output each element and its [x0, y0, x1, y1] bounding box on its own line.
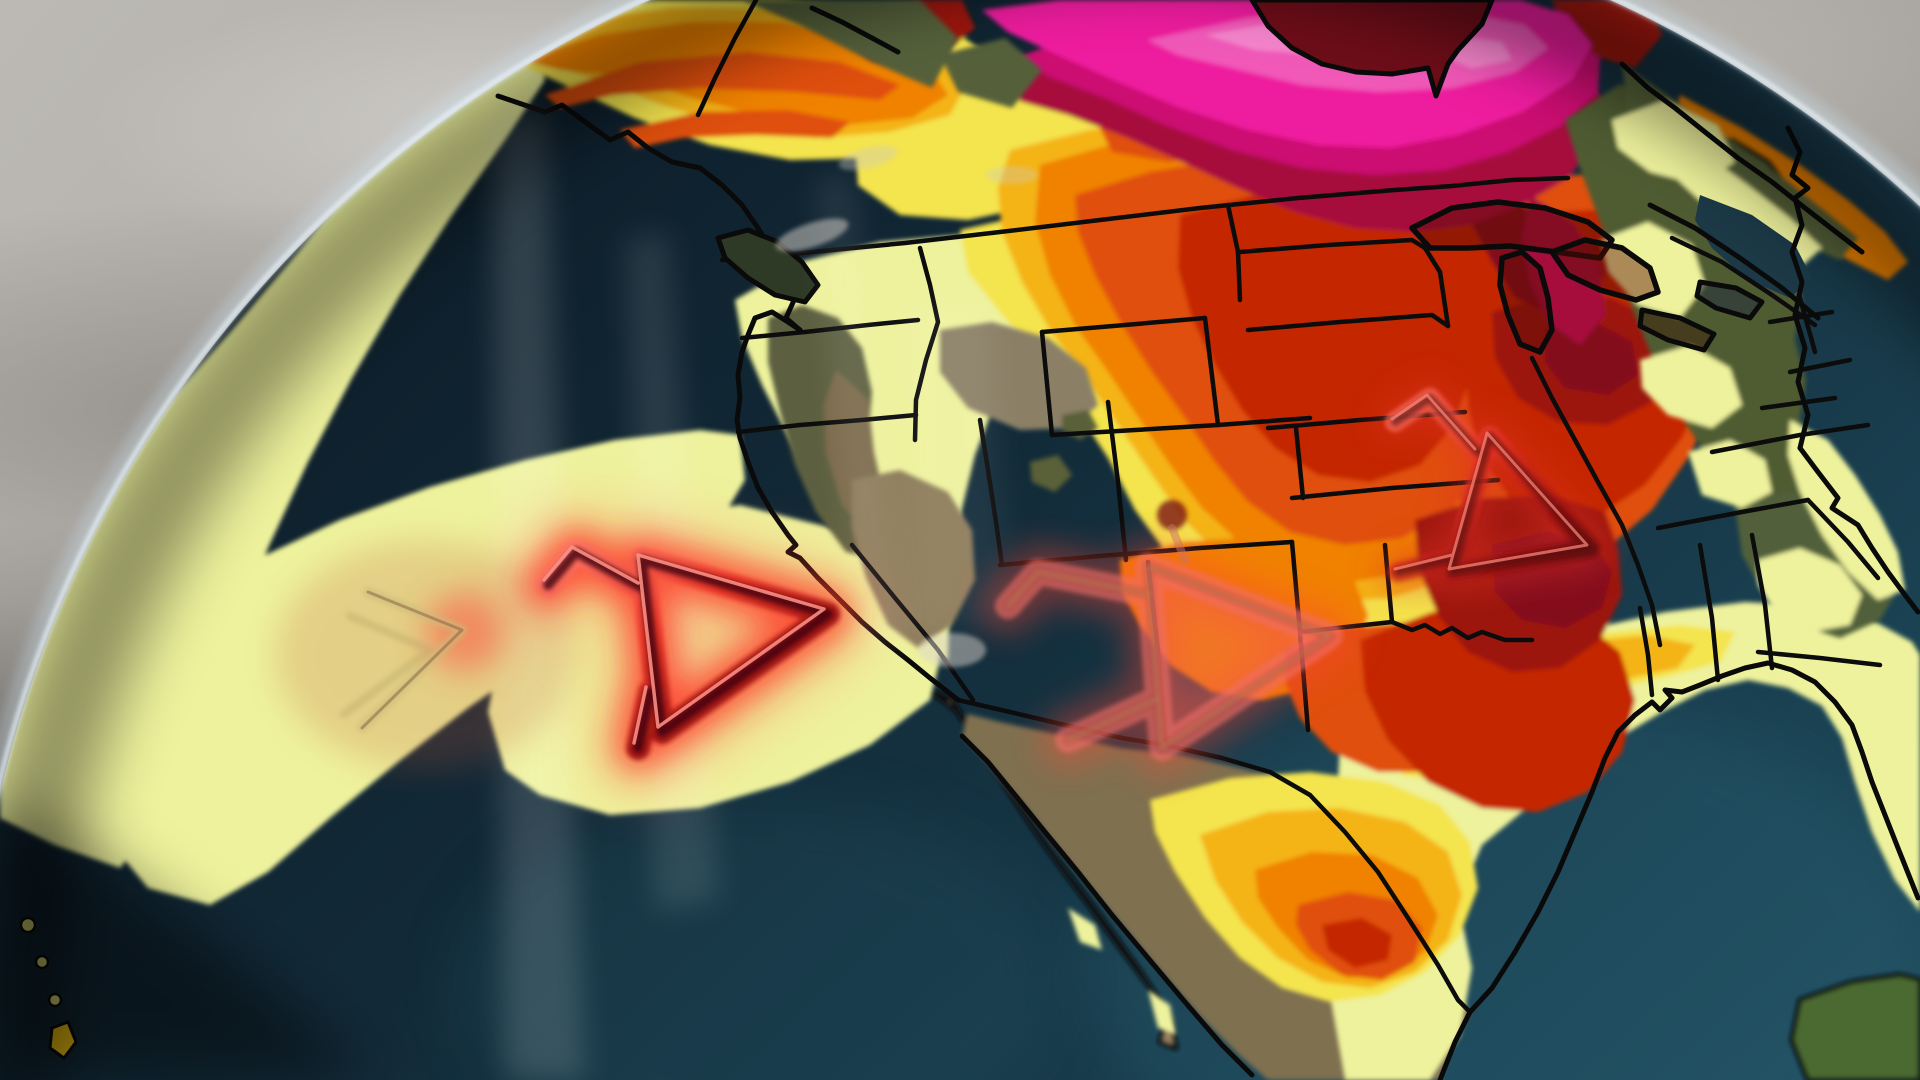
border-mississippi	[1529, 355, 1663, 648]
ocean-highlight-2	[460, 800, 1060, 1080]
cloud-wisp-2	[838, 145, 898, 171]
border-ut-co	[1105, 399, 1129, 563]
border-rio-grande	[1267, 769, 1473, 1015]
border-us-canada	[719, 175, 1571, 263]
border-nc-va	[1709, 422, 1871, 455]
arrow-mw-sheen	[1390, 393, 1589, 571]
border-co-ks	[1293, 425, 1306, 501]
cloud-wisps	[775, 145, 1038, 667]
coast-se-atlantic	[1797, 445, 1920, 615]
arrow-sw-origin-dot	[1157, 500, 1187, 530]
border-ne-3	[1759, 395, 1838, 411]
cloud-wisp-3	[986, 166, 1038, 184]
lake-ontario	[1694, 279, 1765, 321]
land-yucatan	[1789, 972, 1920, 1080]
land-alaska-olive-2	[940, 38, 1042, 108]
arrow-far-pacific-chevron-inner	[340, 612, 434, 718]
border-wy-east	[1202, 315, 1221, 428]
lake-erie	[1637, 307, 1717, 353]
border-mt-wy	[1039, 315, 1208, 335]
border-ms-al	[1697, 542, 1721, 683]
ray-3	[815, 174, 905, 650]
heat-orangered-alaska-streak-2	[620, 110, 850, 148]
arrow-far-pacific	[275, 540, 575, 770]
arrow-ca-core	[543, 547, 833, 753]
coast-gulf	[1437, 660, 1920, 1080]
ray-4	[900, 290, 1010, 635]
border-mo-river	[1422, 245, 1451, 329]
lake-huron	[1549, 237, 1661, 303]
arrow-sw-origin-tail	[1168, 524, 1189, 564]
gulf-of-st-lawrence	[1695, 195, 1812, 298]
coast-st-lawrence-north	[1647, 202, 1821, 321]
pale-patch-labrador	[1642, 120, 1822, 268]
border-ga-sc	[1805, 497, 1881, 581]
lake-michigan	[1497, 249, 1555, 355]
cloud-wisp-1	[775, 218, 849, 252]
limb-dark-wedge	[0, 800, 380, 1080]
border-sd-ne	[1245, 312, 1451, 333]
arrow-pacific-california	[505, 509, 871, 791]
coast-mexico-west	[959, 733, 1255, 1078]
pale-patch-baja-tip	[1148, 990, 1176, 1035]
border-wy-co	[1049, 415, 1313, 438]
arrow-far-pacific-core	[360, 590, 464, 730]
arrow-midwest	[1375, 378, 1610, 592]
border-nd-sd	[1237, 237, 1428, 255]
pale-patch-baja-mid	[1068, 908, 1102, 950]
pale-patch-ne-3	[1640, 345, 1742, 428]
border-wy-west	[1039, 329, 1055, 438]
border-al-ga	[1749, 532, 1775, 671]
heat-maroon-missouri	[1545, 322, 1638, 395]
border-fl-north	[1755, 649, 1883, 668]
cloud-wisp-socal	[918, 633, 986, 667]
heat-red-mexico-spot	[1322, 918, 1392, 968]
border-red-river	[1389, 619, 1535, 643]
border-st-lawrence	[1669, 235, 1818, 328]
border-la-tx	[1637, 605, 1655, 698]
lake-superior	[1409, 199, 1615, 261]
arrow-ca-sheen	[542, 545, 826, 745]
border-tn	[1655, 497, 1811, 531]
pale-patch-georgia	[1758, 548, 1862, 632]
land-utah-speck-1	[1030, 455, 1072, 492]
arrow-southwest	[981, 500, 1357, 775]
arrow-sw-core	[1004, 562, 1334, 752]
border-or-ca	[735, 412, 919, 435]
arrow-sw-fill	[1148, 566, 1330, 748]
island-vancouver	[715, 227, 821, 305]
pale-patch-ne-4	[1688, 440, 1772, 508]
